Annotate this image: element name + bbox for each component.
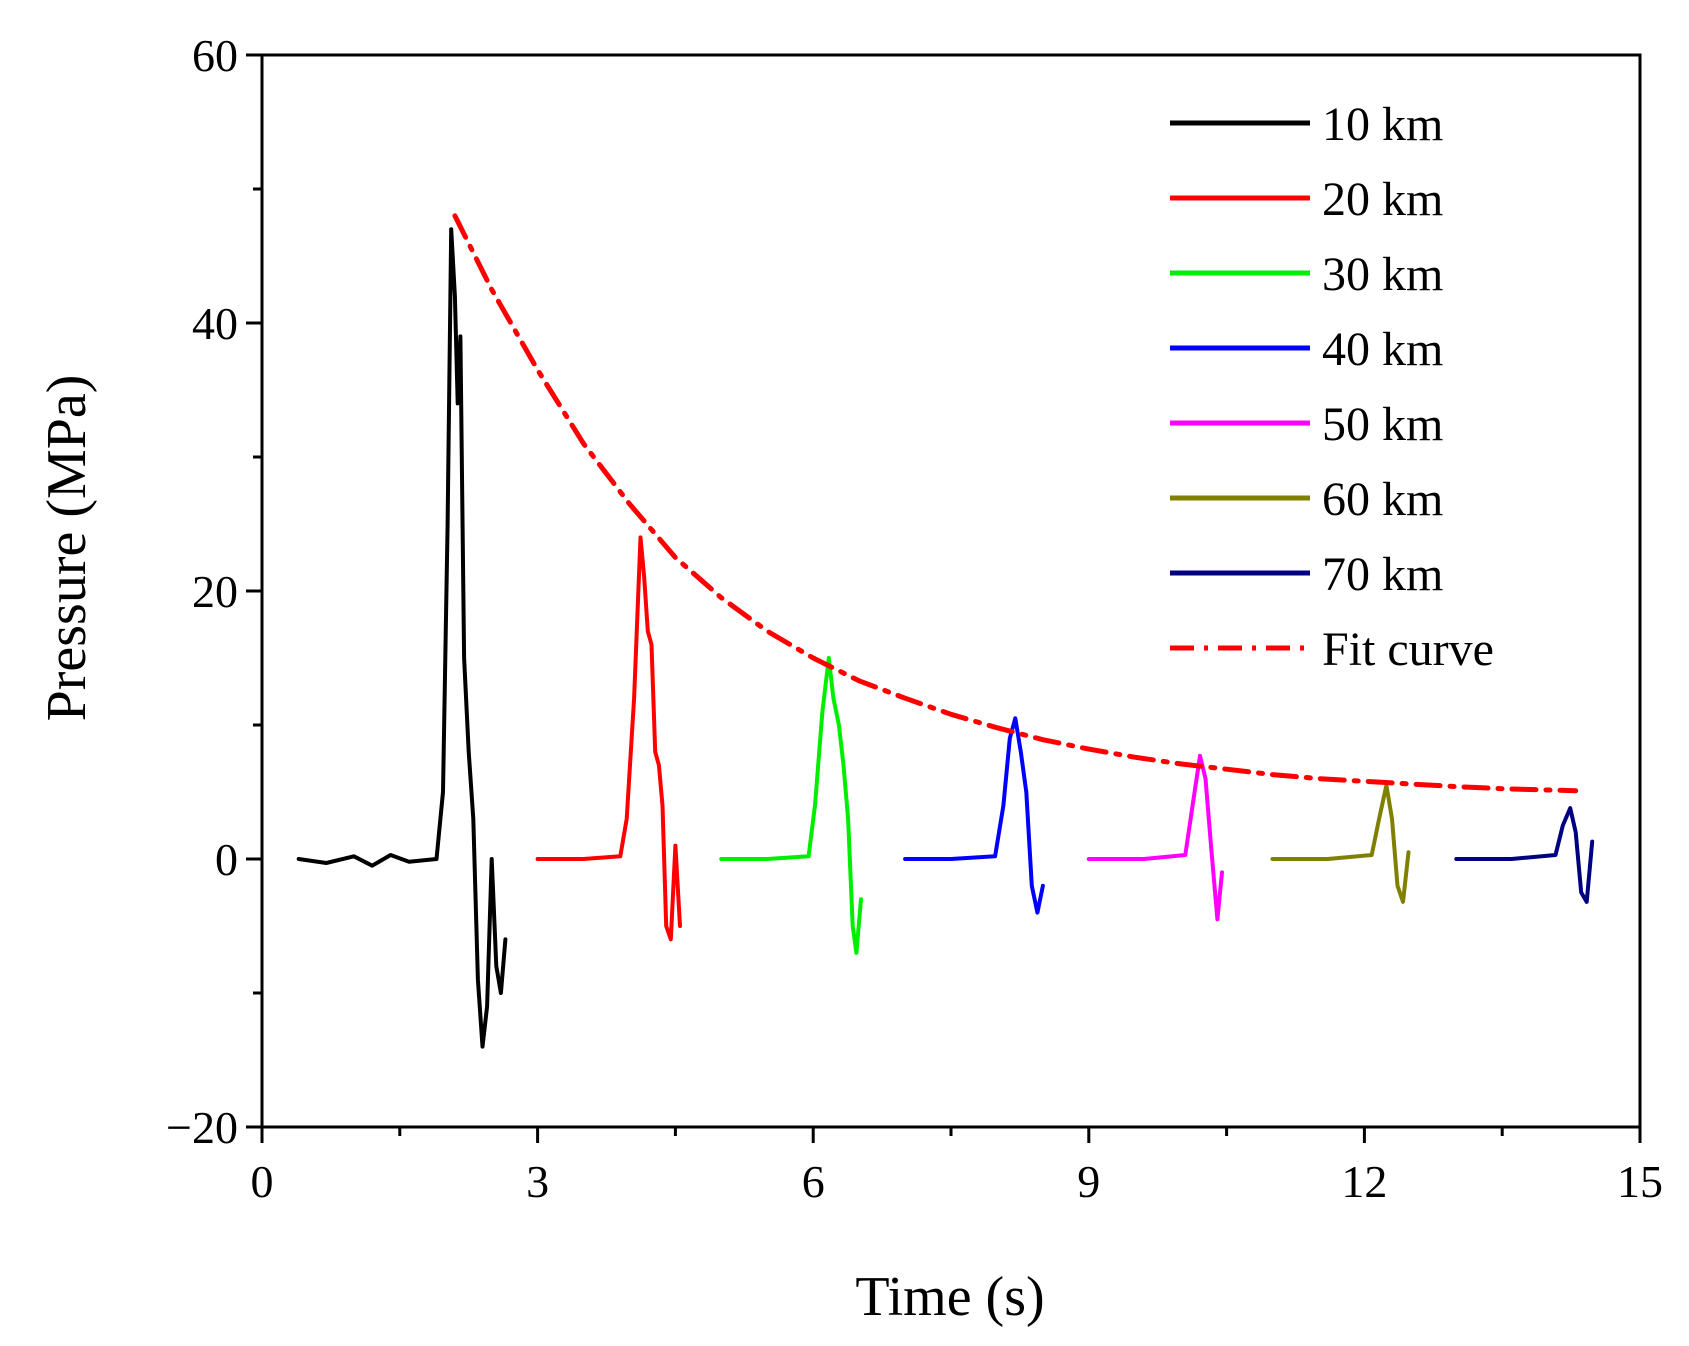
- y-tick-label: 40: [192, 298, 238, 349]
- legend-label-4: 50 km: [1322, 398, 1443, 451]
- y-tick-label: −20: [166, 1102, 238, 1153]
- series-line-6: [1454, 806, 1595, 904]
- x-tick-label: 6: [802, 1156, 825, 1207]
- series-line-2: [719, 656, 863, 955]
- x-tick-label: 3: [526, 1156, 549, 1207]
- legend-label-1: 20 km: [1322, 173, 1443, 226]
- series-line-7: [452, 213, 1579, 794]
- x-axis-title: Time (s): [855, 1266, 1044, 1328]
- x-tick-label: 0: [251, 1156, 274, 1207]
- x-tick-label: 9: [1077, 1156, 1100, 1207]
- x-tick-label: 15: [1617, 1156, 1663, 1207]
- series-line-0: [296, 227, 508, 1049]
- y-tick-label: 0: [215, 834, 238, 885]
- series-line-3: [903, 716, 1045, 915]
- legend: 10 km 20 km 30 km 40 km 50 km 60 km 70 km Fit c…: [1170, 98, 1494, 676]
- legend-label-5: 60 km: [1322, 473, 1443, 526]
- plot-layer: [296, 213, 1595, 1049]
- series-line-1: [535, 535, 682, 942]
- legend-label-3: 40 km: [1322, 323, 1443, 376]
- y-axis-title: Pressure (MPa): [36, 375, 98, 722]
- y-tick-label: 60: [192, 30, 238, 81]
- axes-layer: 0 3 6 9 12 15 −20 0 20 40 60: [166, 30, 1663, 1207]
- y-tick-label: 20: [192, 566, 238, 617]
- legend-label-6: 70 km: [1322, 548, 1443, 601]
- x-tick-label: 12: [1341, 1156, 1387, 1207]
- series-line-5: [1270, 783, 1411, 904]
- legend-label-0: 10 km: [1322, 98, 1443, 151]
- legend-label-7: Fit curve: [1322, 623, 1494, 676]
- series-line-4: [1086, 753, 1224, 922]
- legend-label-2: 30 km: [1322, 248, 1443, 301]
